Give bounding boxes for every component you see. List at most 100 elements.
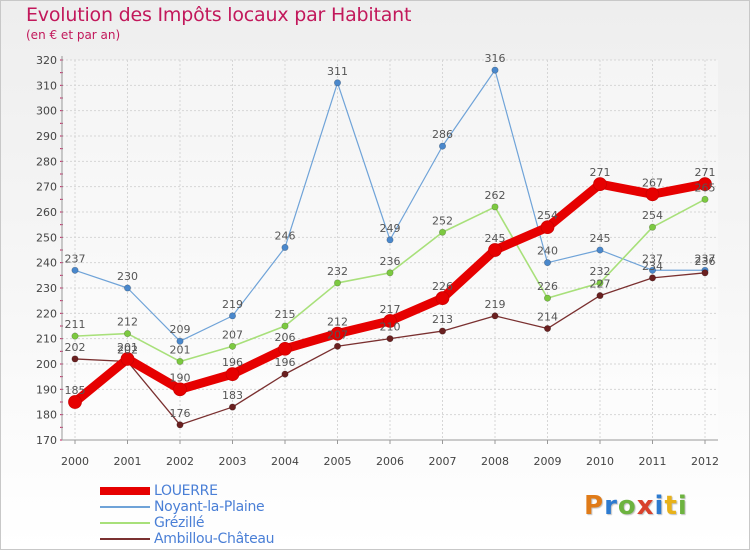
data-label: 254 bbox=[642, 209, 663, 222]
y-tick-label: 310 bbox=[36, 79, 57, 92]
y-tick-label: 220 bbox=[36, 307, 57, 320]
y-tick-label: 290 bbox=[36, 130, 57, 143]
data-point bbox=[71, 355, 79, 363]
data-label: 209 bbox=[170, 323, 191, 336]
legend-label: Noyant-la-Plaine bbox=[154, 499, 265, 515]
data-point bbox=[488, 243, 502, 257]
data-point bbox=[120, 352, 135, 366]
data-point bbox=[491, 203, 499, 211]
data-point bbox=[228, 342, 237, 350]
x-tick-label: 2007 bbox=[429, 455, 457, 468]
y-tick-label: 300 bbox=[36, 105, 57, 118]
legend-label: Grézillé bbox=[154, 515, 205, 531]
data-label: 237 bbox=[642, 252, 663, 265]
data-point bbox=[596, 246, 604, 254]
logo-letter: x bbox=[636, 491, 655, 521]
data-label: 271 bbox=[590, 166, 611, 179]
chart-subtitle: (en € et par an) bbox=[26, 28, 121, 42]
data-point bbox=[543, 294, 552, 302]
data-point bbox=[123, 284, 132, 292]
data-label: 267 bbox=[642, 176, 663, 189]
data-label: 237 bbox=[65, 252, 86, 265]
data-point bbox=[698, 177, 712, 191]
data-point bbox=[596, 292, 604, 300]
data-label: 245 bbox=[590, 232, 611, 245]
data-point bbox=[228, 403, 237, 411]
data-point bbox=[645, 187, 660, 202]
data-point bbox=[333, 342, 342, 350]
data-label: 286 bbox=[432, 128, 453, 141]
y-tick-label: 250 bbox=[36, 231, 57, 244]
data-label: 207 bbox=[222, 328, 243, 341]
legend-label: Ambillou-Château bbox=[154, 531, 275, 547]
data-point bbox=[648, 223, 657, 231]
x-tick-label: 2006 bbox=[376, 455, 404, 468]
y-tick-label: 180 bbox=[36, 409, 57, 422]
data-point bbox=[386, 335, 394, 343]
x-tick-label: 2005 bbox=[324, 455, 352, 468]
data-point bbox=[383, 314, 397, 328]
data-point bbox=[281, 243, 289, 252]
data-point bbox=[68, 395, 82, 409]
data-label: 249 bbox=[380, 222, 401, 235]
data-label: 201 bbox=[117, 341, 138, 354]
data-label: 211 bbox=[65, 318, 86, 331]
data-point bbox=[438, 327, 447, 335]
data-point bbox=[543, 324, 552, 333]
data-point bbox=[491, 66, 499, 74]
data-label: 230 bbox=[117, 270, 138, 283]
logo-letter: o bbox=[617, 491, 637, 521]
data-point bbox=[491, 312, 499, 320]
data-label: 202 bbox=[117, 343, 138, 356]
y-tick-label: 260 bbox=[36, 206, 57, 219]
data-point bbox=[123, 330, 132, 338]
legend-swatch bbox=[100, 538, 150, 540]
data-label: 316 bbox=[485, 52, 506, 65]
legend-swatch bbox=[100, 506, 150, 508]
legend-item: Noyant-la-Plaine bbox=[100, 499, 360, 515]
data-point bbox=[438, 228, 447, 236]
y-tick-label: 200 bbox=[36, 358, 57, 371]
data-point bbox=[330, 326, 345, 341]
logo-letter: i bbox=[677, 491, 688, 521]
y-tick-label: 320 bbox=[36, 54, 57, 67]
data-label: 271 bbox=[695, 166, 716, 179]
data-point bbox=[281, 370, 289, 378]
data-point bbox=[173, 382, 187, 397]
data-label: 212 bbox=[117, 316, 138, 329]
x-tick-label: 2004 bbox=[271, 455, 299, 468]
y-tick-label: 170 bbox=[36, 434, 57, 447]
x-tick-label: 2011 bbox=[639, 455, 667, 468]
data-label: 245 bbox=[485, 232, 506, 245]
data-label: 232 bbox=[327, 265, 348, 278]
data-label: 237 bbox=[695, 252, 716, 265]
data-label: 201 bbox=[170, 343, 191, 356]
x-tick-label: 2012 bbox=[691, 455, 719, 468]
data-label: 262 bbox=[485, 189, 506, 202]
x-tick-label: 2008 bbox=[481, 455, 509, 468]
data-point bbox=[176, 337, 184, 345]
data-label: 183 bbox=[222, 389, 243, 402]
data-point bbox=[701, 269, 709, 277]
data-point bbox=[596, 279, 604, 287]
data-label: 213 bbox=[432, 313, 453, 326]
data-label: 196 bbox=[275, 356, 296, 369]
data-point bbox=[386, 269, 394, 277]
chart-title: Evolution des Impôts locaux par Habitant bbox=[26, 4, 412, 26]
data-label: 206 bbox=[275, 331, 296, 344]
data-label: 236 bbox=[695, 255, 716, 268]
logo-letter: P bbox=[584, 491, 605, 521]
data-point bbox=[225, 367, 240, 381]
logo-letter: i bbox=[654, 491, 665, 521]
data-point bbox=[435, 291, 450, 305]
legend-item: Ambillou-Château bbox=[100, 531, 360, 547]
x-tick-label: 2009 bbox=[534, 455, 562, 468]
data-point bbox=[540, 220, 555, 235]
data-label: 196 bbox=[222, 356, 243, 369]
data-point bbox=[386, 236, 394, 244]
data-label: 311 bbox=[327, 65, 348, 78]
legend-swatch bbox=[100, 487, 150, 495]
data-label: 252 bbox=[432, 214, 453, 227]
data-label: 185 bbox=[65, 384, 86, 397]
